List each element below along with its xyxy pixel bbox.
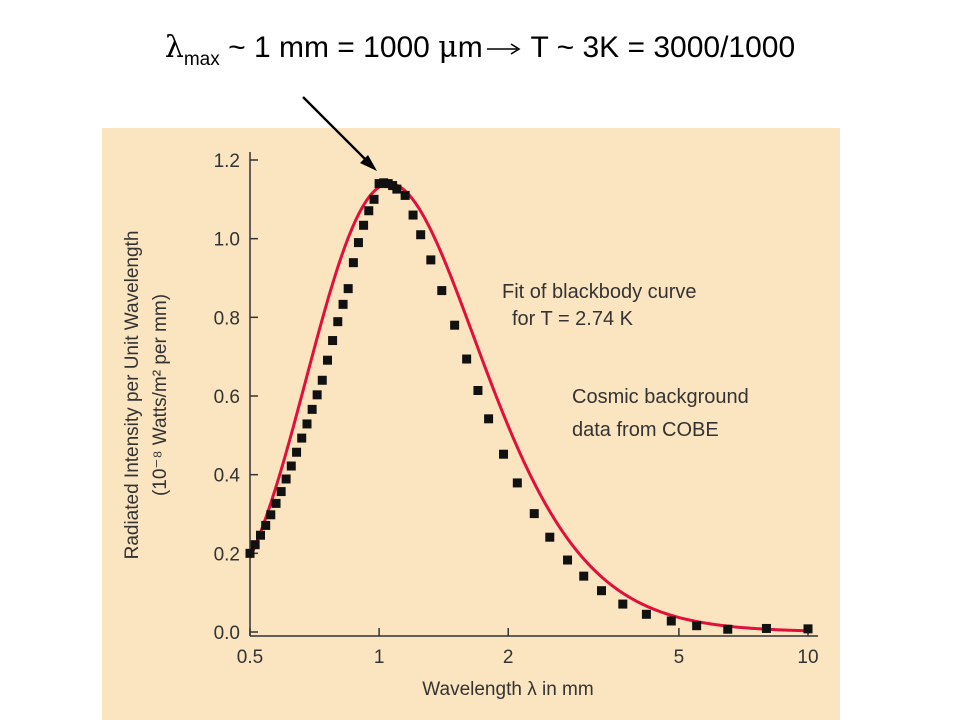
data-point — [281, 474, 291, 484]
chart-labels: Radiated Intensity per Unit Wavelength (… — [122, 231, 749, 700]
x-axis-title: Wavelength λ in mm — [422, 679, 593, 700]
x-tick-label: 2 — [503, 647, 514, 668]
data-point — [499, 449, 509, 459]
x-tick-label: 5 — [674, 647, 685, 668]
annotation-cobe-line2: data from COBE — [572, 419, 719, 441]
axes: 0.0 0.2 0.4 0.6 0.8 1.0 1.2 0.5 1 2 5 10 — [214, 151, 819, 668]
fit-curve — [248, 182, 809, 633]
data-point — [761, 623, 771, 633]
lambda-symbol: λ — [164, 30, 184, 65]
data-point — [369, 194, 379, 204]
data-point — [416, 230, 426, 240]
data-point — [545, 532, 555, 542]
annotation-cobe-line1: Cosmic background — [572, 386, 749, 408]
y-tick-label: 1.2 — [214, 151, 240, 172]
data-point — [579, 571, 589, 581]
data-point — [333, 317, 343, 327]
data-point — [512, 478, 522, 488]
data-point — [723, 624, 733, 634]
data-point — [392, 184, 402, 194]
data-point — [250, 540, 260, 550]
data-point — [437, 286, 447, 296]
data-point — [292, 447, 302, 457]
data-point — [462, 354, 472, 364]
y-tick-label: 0.2 — [214, 544, 240, 565]
y-tick-label: 1.0 — [214, 230, 240, 251]
headline-part3: T ~ 3K = 3000/1000 — [522, 31, 796, 64]
headline: λmax ~ 1 mm = 1000 μm T ~ 3K = 3000/1000 — [0, 30, 960, 71]
chart-panel — [102, 128, 840, 720]
data-point — [803, 624, 813, 634]
y-axis-title-line2: (10⁻⁸ Watts/m² per mm) — [150, 294, 171, 496]
y-tick-label: 0.0 — [214, 623, 240, 644]
data-point — [484, 414, 494, 424]
data-point — [563, 555, 573, 565]
y-tick-label: 0.8 — [214, 308, 240, 329]
data-point — [400, 190, 410, 200]
data-point — [312, 390, 322, 400]
x-tick-label: 10 — [797, 647, 818, 668]
data-point — [297, 433, 307, 443]
data-point — [317, 375, 327, 385]
data-point — [302, 419, 312, 429]
data-point — [374, 179, 384, 189]
data-point — [307, 404, 317, 414]
data-point — [276, 487, 286, 497]
x-tick-label: 0.5 — [237, 647, 263, 668]
data-points — [245, 178, 813, 634]
data-point — [348, 258, 358, 268]
data-point — [359, 220, 369, 230]
data-point — [271, 498, 281, 508]
data-point — [256, 530, 266, 540]
data-point — [261, 520, 271, 530]
x-tick-label: 1 — [374, 647, 385, 668]
right-arrow-icon — [483, 39, 523, 59]
data-point — [323, 355, 333, 365]
pointer-arrow — [302, 96, 377, 171]
data-point — [338, 299, 348, 309]
data-point — [618, 599, 628, 609]
data-point — [641, 609, 651, 619]
headline-part1: ~ 1 mm = 1000 — [219, 31, 439, 64]
data-point — [426, 255, 436, 265]
data-point — [364, 206, 374, 216]
data-point — [529, 509, 539, 519]
mu-symbol: μ — [438, 30, 458, 65]
data-point — [692, 621, 702, 631]
data-point — [286, 461, 296, 471]
data-point — [408, 210, 418, 220]
data-point — [245, 548, 255, 558]
headline-subscript: max — [183, 49, 220, 70]
data-point — [473, 385, 483, 395]
headline-part2: m — [457, 31, 483, 64]
data-point — [328, 336, 338, 346]
data-point — [343, 284, 353, 294]
annotation-fit-line1: Fit of blackbody curve — [502, 281, 697, 303]
data-point — [266, 510, 276, 520]
data-point — [596, 586, 606, 596]
data-point — [666, 616, 676, 626]
data-point — [450, 320, 460, 330]
data-point — [353, 238, 363, 248]
y-axis-title-line1: Radiated Intensity per Unit Wavelength — [122, 231, 143, 560]
annotation-fit-line2: for T = 2.74 K — [512, 308, 634, 330]
y-tick-label: 0.4 — [214, 466, 241, 487]
y-tick-label: 0.6 — [214, 387, 240, 408]
